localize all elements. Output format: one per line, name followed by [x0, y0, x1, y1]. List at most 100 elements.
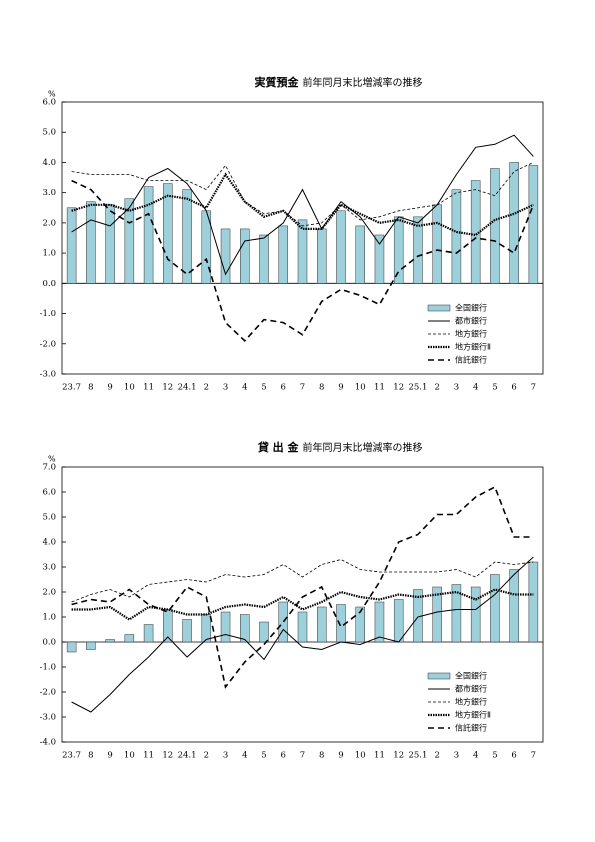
x-tick-label: 2	[204, 383, 209, 393]
chart-title: 貸 出 金	[257, 440, 300, 454]
bar	[336, 210, 346, 284]
bar	[509, 569, 519, 643]
x-tick-label: 9	[338, 383, 343, 393]
bar	[297, 611, 308, 643]
x-tick-label: 9	[107, 383, 112, 393]
bar	[278, 601, 289, 643]
bar	[297, 219, 308, 284]
bar	[124, 634, 135, 643]
x-tick-label: 12	[162, 383, 173, 393]
y-tick-label: 4.0	[42, 538, 56, 548]
x-tick-label: 8	[319, 383, 324, 393]
bar	[374, 234, 385, 284]
bar	[259, 621, 269, 643]
y-tick-label: 3.0	[42, 188, 56, 198]
x-tick-label: 4	[473, 751, 478, 761]
line-series	[71, 556, 534, 713]
bar	[240, 228, 250, 284]
x-tick-label: 8	[88, 751, 93, 761]
bar	[336, 604, 346, 643]
y-tick-label: 6.0	[42, 488, 56, 498]
bar	[66, 641, 77, 653]
line-series	[71, 179, 535, 342]
bar	[451, 584, 462, 643]
y-tick-label: -4.0	[40, 738, 56, 748]
x-tick-label: 24.1	[178, 383, 197, 393]
x-tick-label: 2	[204, 751, 209, 761]
bar	[355, 225, 365, 284]
x-tick-label: 2	[434, 383, 439, 393]
x-tick-label: 5	[492, 751, 497, 761]
line-series	[71, 172, 534, 237]
bar	[182, 189, 192, 284]
line-series	[71, 162, 534, 227]
x-tick-label: 25.1	[408, 751, 427, 761]
x-tick-label: 11	[143, 383, 154, 393]
legend-swatch	[427, 304, 451, 312]
x-tick-label: 11	[374, 383, 385, 393]
y-tick-label: 0.0	[42, 638, 56, 648]
x-tick-label: 5	[261, 751, 266, 761]
legend-label: 地方銀行Ⅱ	[455, 710, 491, 720]
bar	[355, 606, 365, 643]
plot-frame	[61, 101, 544, 375]
bar	[393, 599, 404, 643]
bar	[316, 606, 327, 643]
chart-subtitle: 前年同月末比増減率の推移	[303, 441, 423, 454]
y-tick-label: 5.0	[42, 128, 56, 138]
bar	[528, 561, 539, 643]
bar	[86, 641, 96, 650]
y-tick-label: 0.0	[42, 279, 56, 289]
y-tick-label: 2.0	[42, 588, 56, 598]
bar	[470, 180, 481, 284]
x-tick-label: 9	[338, 751, 343, 761]
x-tick-label: 10	[124, 751, 135, 761]
bar	[220, 228, 231, 284]
bar	[86, 201, 96, 284]
x-tick-label: 11	[143, 751, 154, 761]
x-tick-label: 6	[511, 751, 516, 761]
legend-label: 全国銀行	[455, 303, 487, 313]
y-unit: %	[48, 90, 56, 99]
bar	[201, 614, 212, 643]
x-tick-label: 3	[223, 751, 228, 761]
y-tick-label: -2.0	[40, 339, 56, 349]
x-tick-label: 12	[162, 751, 173, 761]
x-tick-label: 4	[242, 383, 247, 393]
x-tick-label: 11	[374, 751, 385, 761]
bar	[393, 216, 404, 284]
chart-title: 実質預金	[255, 75, 300, 89]
bar	[182, 619, 192, 643]
legend-label: 地方銀行	[455, 329, 487, 339]
x-tick-label: 9	[107, 751, 112, 761]
bar	[490, 574, 500, 643]
y-tick-label: 5.0	[42, 513, 56, 523]
x-tick-label: 3	[223, 383, 228, 393]
x-tick-label: 5	[492, 383, 497, 393]
y-tick-label: -3.0	[40, 713, 56, 723]
x-tick-label: 4	[242, 751, 247, 761]
bar	[490, 168, 500, 284]
y-tick-label: 2.0	[42, 218, 56, 228]
x-tick-label: 6	[281, 751, 286, 761]
y-tick-label: 7.0	[42, 463, 56, 473]
plot-frame	[61, 466, 544, 743]
bar	[143, 186, 154, 284]
chart-subtitle: 前年同月末比増減率の推移	[303, 76, 423, 89]
bar	[278, 225, 289, 284]
y-tick-label: 6.0	[42, 98, 56, 108]
bar	[163, 183, 173, 284]
bar	[432, 586, 442, 643]
x-tick-label: 12	[393, 383, 404, 393]
x-tick-label: 5	[261, 383, 266, 393]
bar	[470, 586, 481, 643]
x-tick-label: 23.7	[62, 383, 81, 393]
y-tick-label: 1.0	[42, 249, 56, 259]
x-tick-label: 3	[454, 383, 459, 393]
bar	[374, 601, 385, 643]
line-series	[71, 134, 534, 276]
y-unit: %	[48, 455, 56, 464]
x-tick-label: 6	[511, 383, 516, 393]
bar	[451, 189, 462, 284]
